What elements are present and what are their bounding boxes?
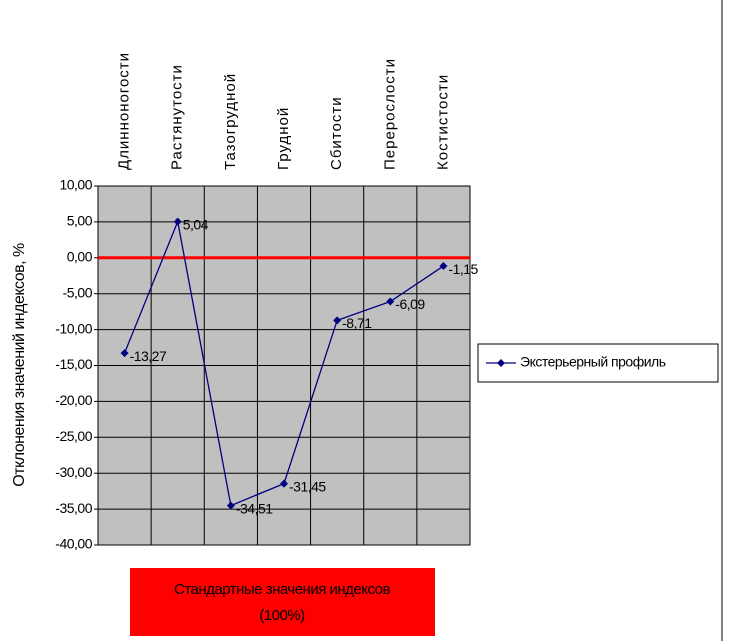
y-tick-label: -30,00 [55,464,92,480]
x-tick-label: Перерослости [381,58,398,170]
x-tick-label: Костистости [434,74,451,170]
data-point [280,479,288,488]
y-tick-label: -10,00 [55,320,92,336]
legend-box [477,343,719,383]
y-tick-label: -25,00 [55,428,92,444]
y-axis-label: Отклонения значений индексов, % [11,243,28,487]
data-point [333,316,342,325]
y-tick-label: 10,00 [59,177,92,193]
annotation-text: (100%) [259,607,305,624]
data-label: -6,09 [395,296,425,312]
x-tick-label: Растянутости [169,64,186,170]
data-point [226,501,235,510]
data-label: 5,04 [183,216,209,232]
x-tick-label: Сбитости [328,96,345,170]
data-point [120,349,129,358]
y-tick-label: 5,00 [67,213,93,229]
data-point [173,217,182,226]
data-label: -31,45 [289,478,326,494]
y-tick-label: -5,00 [63,284,93,300]
data-label: -1,15 [448,261,478,277]
x-tick-label: Тазогрудной [222,73,239,170]
x-tick-label: Грудной [275,107,292,170]
annotation-box [130,568,435,636]
data-label: -34,51 [236,500,273,516]
data-point [386,297,395,306]
y-tick-label: -40,00 [55,536,92,552]
legend-marker [497,359,505,367]
annotation-text: Стандартные значения индексов [174,581,390,598]
y-tick-label: 0,00 [67,249,93,265]
y-tick-label: -35,00 [55,500,92,516]
data-label: -8,71 [342,315,372,331]
data-point [439,262,448,271]
legend-label: Экстерьерный профиль [520,354,666,370]
x-tick-label: Длинноногости [116,52,133,170]
data-label: -13,27 [130,348,167,364]
y-tick-label: -20,00 [55,392,92,408]
y-tick-label: -15,00 [55,356,92,372]
